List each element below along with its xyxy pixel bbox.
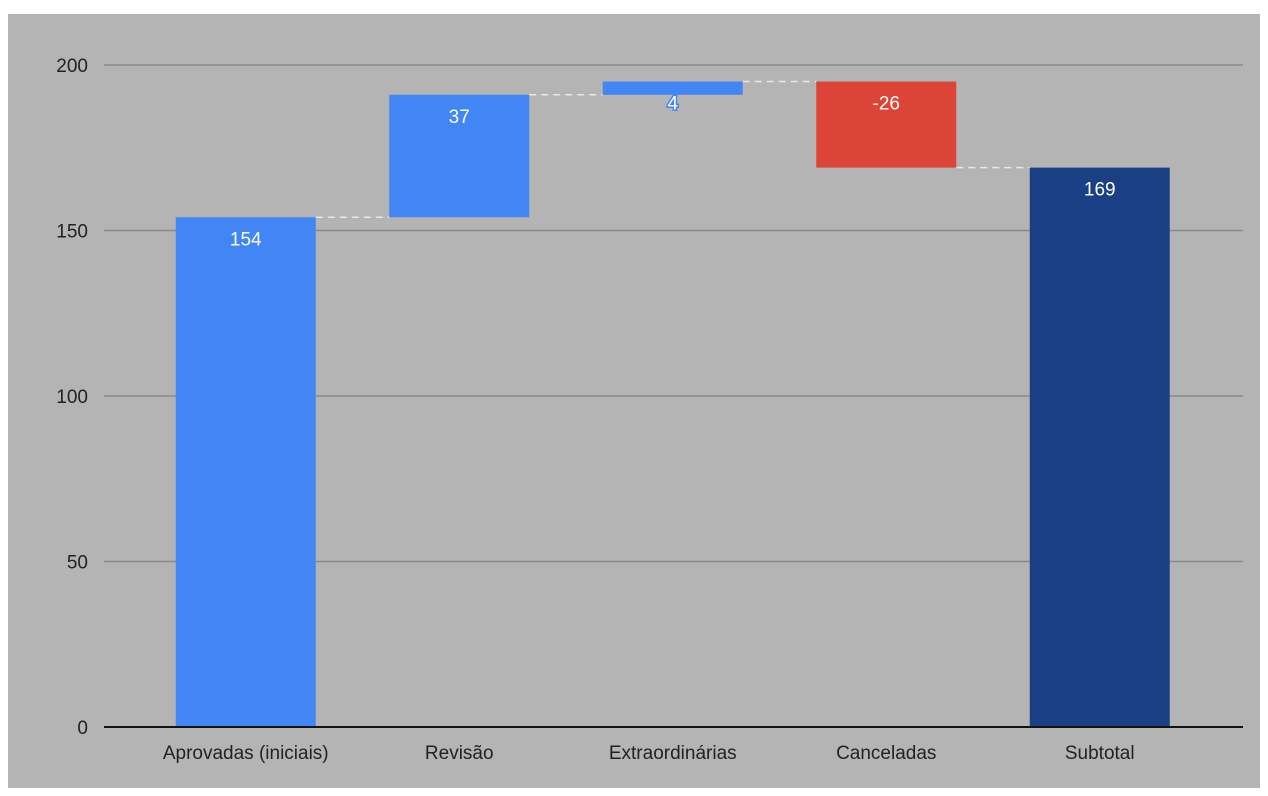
- x-tick-label: Revisão: [425, 743, 494, 764]
- y-tick-label: 100: [56, 387, 88, 408]
- data-label: 4: [667, 94, 678, 115]
- data-label: 37: [449, 107, 470, 128]
- x-tick-label: Subtotal: [1065, 743, 1135, 764]
- y-tick-label: 50: [67, 553, 88, 574]
- bar-3: [602, 81, 743, 95]
- bar-2: [389, 94, 530, 218]
- y-tick-label: 150: [56, 222, 88, 243]
- bar-4: [816, 81, 957, 168]
- bar-5: [1029, 167, 1170, 728]
- bar-1: [175, 217, 316, 727]
- data-label: 169: [1084, 180, 1116, 201]
- x-tick-label: Extraordinárias: [609, 743, 737, 764]
- y-tick-label: 200: [56, 56, 88, 77]
- x-tick-label: Canceladas: [836, 743, 936, 764]
- data-label: 154: [230, 229, 262, 250]
- y-tick-label: 0: [77, 718, 88, 739]
- x-tick-label: Aprovadas (iniciais): [163, 743, 329, 764]
- data-label: -26: [873, 94, 900, 115]
